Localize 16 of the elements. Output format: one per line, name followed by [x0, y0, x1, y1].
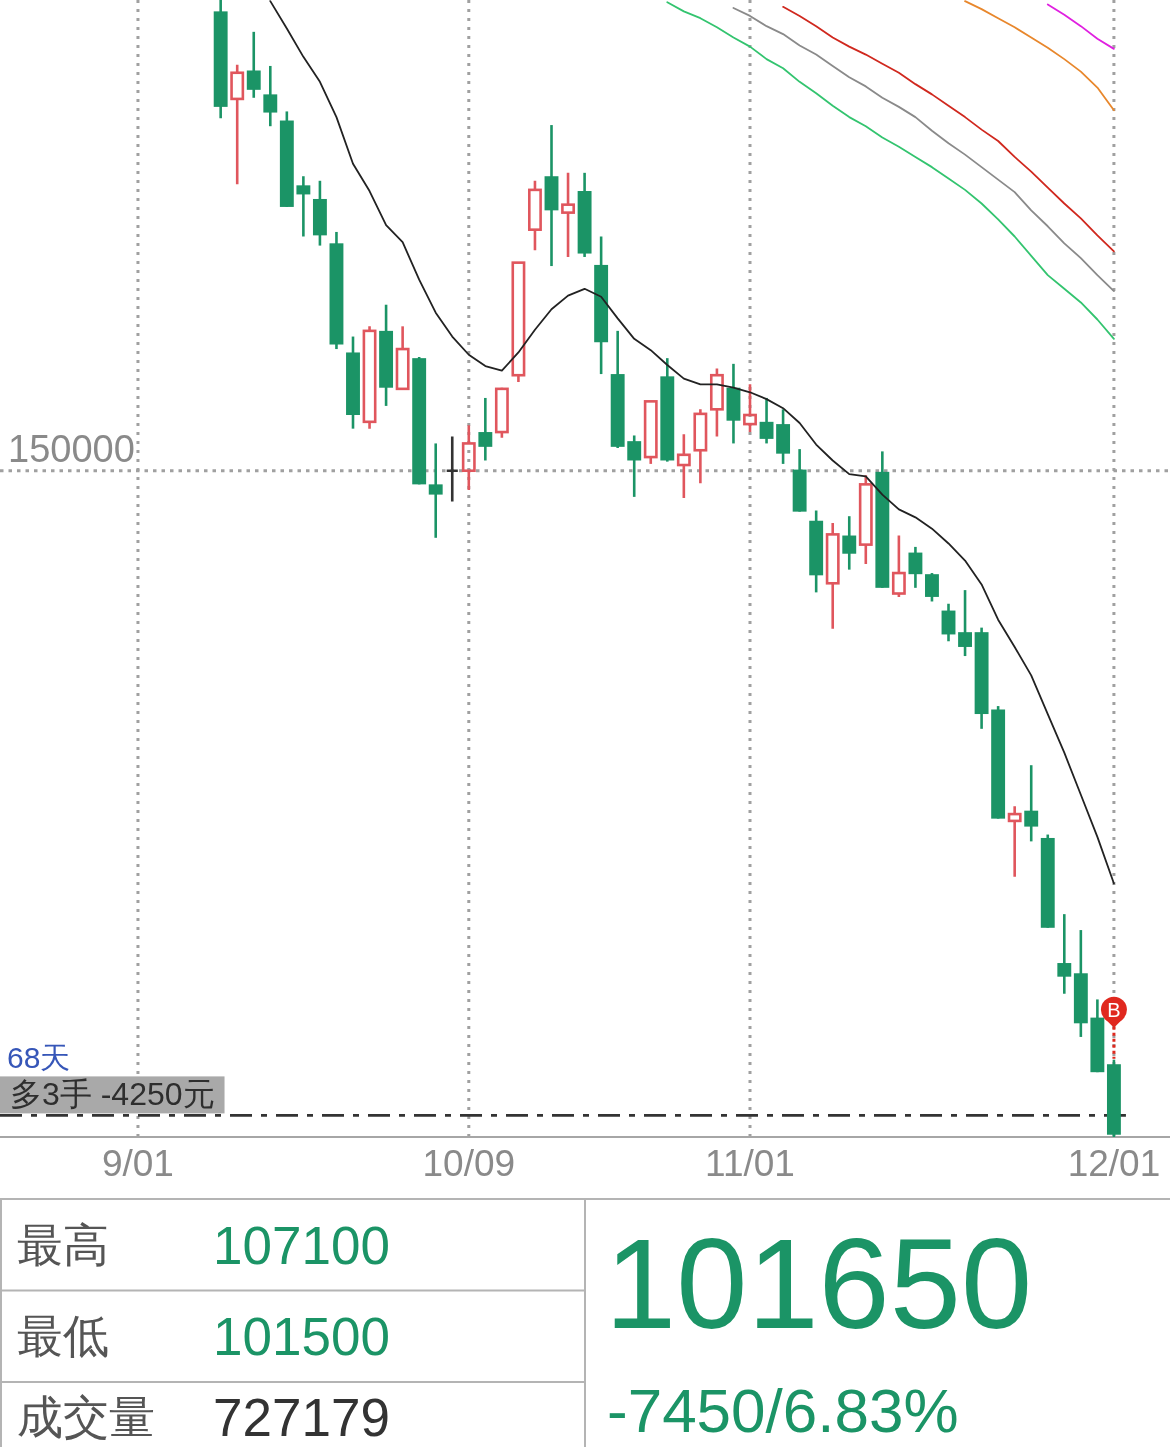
- ref-line-label: 多3手 -4250元: [10, 1076, 215, 1113]
- annotation: 68天: [7, 1041, 71, 1075]
- text: 101650: [605, 1211, 1033, 1355]
- text: 最高: [17, 1218, 109, 1271]
- annotation: B: [1107, 998, 1121, 1021]
- text: 成交量: [17, 1391, 155, 1443]
- text: 101500: [213, 1306, 390, 1366]
- x-tick-label: 10/09: [422, 1143, 516, 1184]
- text: -7450/6.83%: [607, 1375, 959, 1445]
- text: 107100: [213, 1215, 390, 1275]
- x-tick-label: 9/01: [101, 1143, 174, 1184]
- text: 最低: [17, 1310, 109, 1363]
- annotation: 150000: [8, 427, 135, 470]
- x-tick-label: 11/01: [705, 1143, 795, 1184]
- x-tick-label: 12/01: [1067, 1143, 1161, 1184]
- text: 727179: [213, 1387, 390, 1447]
